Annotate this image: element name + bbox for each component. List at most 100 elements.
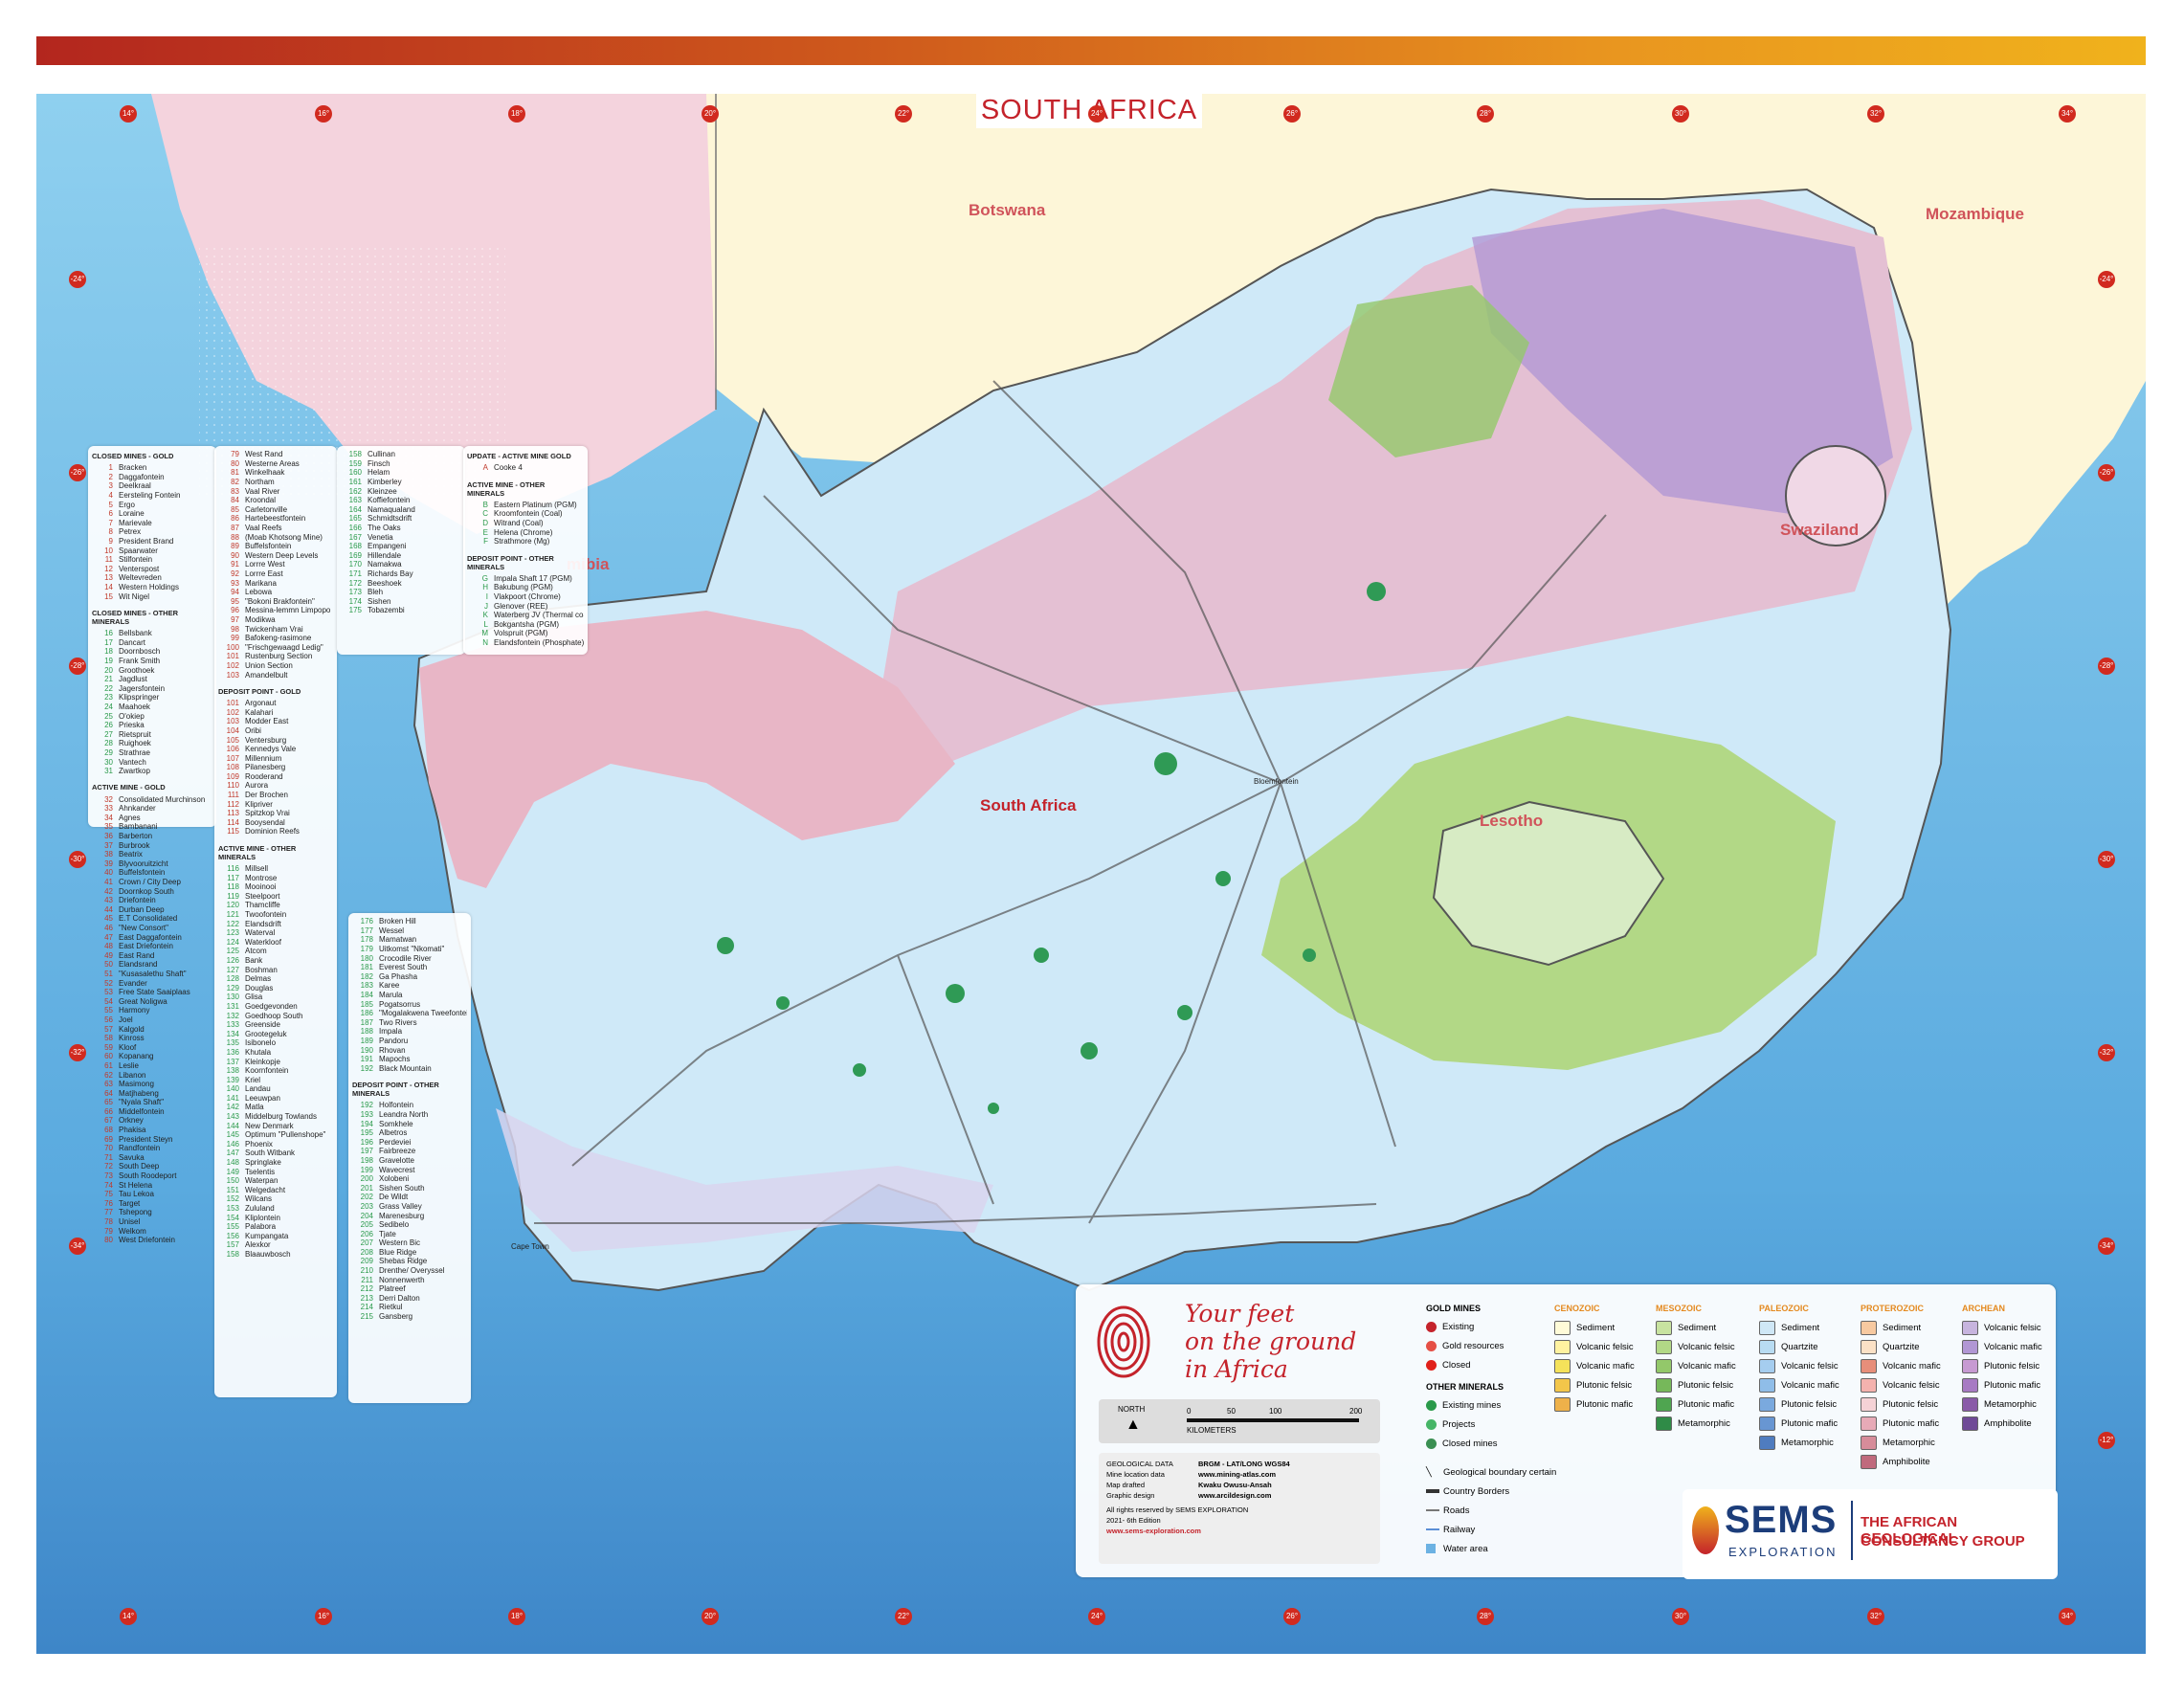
mine-number: 139 [226,1075,239,1084]
mine-list-item: 24 Maahoek [92,703,212,712]
mine-name: Boshman [245,965,278,974]
mine-name: Optimum "Pullenshope" [245,1130,326,1140]
era-legend-label: Plutonic felsic [1678,1379,1734,1391]
mine-number: 205 [360,1220,373,1230]
mine-list-item: 22 Jagersfontein [92,683,212,693]
mine-name: Ruighoek [119,739,151,748]
gold-mines-heading: GOLD MINES [1426,1304,1482,1313]
era-heading: MESOZOIC [1656,1304,1703,1313]
geological-map[interactable] [36,94,2146,1654]
mine-name: Marenesburg [379,1211,425,1220]
mine-name: Vantech [119,757,146,767]
era-legend-paleozoic: PALEOZOIC Sediment Quartzite Volcanic felsi… [1759,1304,1839,1452]
mine-name: East Driefontein [119,942,173,951]
mine-number: 181 [360,963,373,972]
mine-list-item: 181 Everest South [352,963,467,972]
mine-list-item: 4 Eersteling Fontein [92,491,212,501]
mine-list-item: 160 Helam [341,468,461,478]
mine-number: 204 [360,1211,373,1220]
mine-list-item: 145 Optimum "Pullenshope" [218,1130,333,1140]
mine-number: 46 [104,924,113,933]
mine-number: 40 [104,868,113,878]
mine-list-item: 21 Jagdlust [92,675,212,684]
mine-number: 159 [348,458,362,468]
mine-number: 202 [360,1193,373,1202]
mine-number: 178 [360,935,373,945]
mine-name: Bracken [119,463,147,473]
mine-number: 124 [226,937,239,947]
mine-number: 80 [231,458,239,468]
mine-list-item: 91 Lorrre West [218,560,333,569]
color-swatch [1861,1358,1877,1373]
mine-number: 165 [348,514,362,524]
era-legend-mesozoic: MESOZOIC Sediment Volcanic felsic Volcanic … [1656,1304,1736,1433]
country-label-botswana: Botswana [969,201,1046,219]
mine-name: Klipspringer [119,693,160,703]
scale-line [1187,1418,1359,1422]
mine-name: Springlake [245,1158,281,1168]
mine-name: Isibonelo [245,1038,277,1048]
mine-list-item: 187 Two Rivers [352,1018,467,1028]
mine-number: 186 [360,1009,373,1018]
mine-name: Kleinkopje [245,1057,280,1066]
mine-number: 196 [360,1137,373,1147]
mine-list-panel-2: 79 West Rand 80 Westerne Areas 81 Winkelhaak 8… [214,446,337,1397]
mine-number: 29 [104,747,113,757]
mine-list-item: 190 Rhovan [352,1045,467,1055]
mine-list-item: 34 Agnes [92,814,212,823]
mine-name: Modikwa [245,614,276,624]
mine-name: East Rand [119,950,155,960]
mine-name: Strathmore (Mg) [494,537,550,546]
mine-name: Sishen [368,596,391,606]
era-legend-item: Plutonic felsic [1759,1394,1839,1414]
mine-name: Marula [379,991,403,1000]
mine-number: 53 [104,988,113,997]
mine-list-item: I Vlakpoort (Chrome) [467,592,584,602]
mine-number: 13 [104,573,113,583]
mine-section-heading: ACTIVE MINE - OTHER MINERALS [218,843,297,861]
mine-number: 64 [104,1088,113,1098]
mine-list-item: 207 Western Bic [352,1238,467,1248]
mine-list-item: 48 East Driefontein [92,942,212,951]
era-legend-item: Plutonic mafic [1962,1375,2042,1394]
mine-name: Petrex [119,527,142,537]
mine-number: 162 [348,486,362,496]
mine-number: 101 [226,652,239,661]
color-swatch [1962,1339,1978,1354]
sems-logo-icon [1692,1506,1719,1554]
mine-number: 90 [231,550,239,560]
mine-name: Western Deep Levels [245,550,319,560]
mine-list-item: K Waterberg JV (Thermal coal) [467,611,584,620]
mine-list-item: G Impala Shaft 17 (PGM) [467,574,584,584]
longitude-marker: 26° [1283,1608,1301,1625]
mine-name: Union Section [245,660,293,670]
mine-list-item: 158 Cullinan [341,450,461,459]
era-legend-label: Plutonic mafic [1678,1398,1735,1410]
mine-list-item: 78 Unisel [92,1217,212,1227]
mine-name: Namaqualand [368,504,415,514]
mine-number: 134 [226,1029,239,1038]
mine-name: Argonaut [245,699,277,708]
mine-name: Fairbreeze [379,1147,416,1156]
mine-list-item: 94 Lebowa [218,588,333,597]
mine-name: Somkhele [379,1119,413,1128]
era-legend-label: Sediment [1781,1322,1820,1333]
mine-name: Orkney [119,1116,144,1126]
mine-name: Unisel [119,1217,141,1227]
mine-number: 89 [231,542,239,551]
mine-name: Amandelbult [245,670,288,680]
mine-name: "Kusasalethu Shaft" [119,969,187,978]
mine-list-item: 88 (Moab Khotsong Mine) [218,532,333,542]
era-legend-label: Volcanic felsic [1883,1379,1940,1391]
era-legend-label: Plutonic felsic [1576,1379,1633,1391]
mine-number: 43 [104,896,113,905]
city-label-cape-town: Cape Town [511,1242,549,1251]
mine-name: Beeshoek [368,578,402,588]
mine-name: Albetros [379,1128,408,1138]
mine-list-item: 126 Bank [218,956,333,966]
mine-list-item: 99 Bafokeng-rasimone [218,634,333,643]
website-link[interactable]: www.sems-exploration.com [1106,1527,1201,1535]
mine-number: 25 [104,711,113,721]
mine-name: New Denmark [245,1121,294,1130]
era-legend-item: Plutonic mafic [1554,1394,1635,1414]
